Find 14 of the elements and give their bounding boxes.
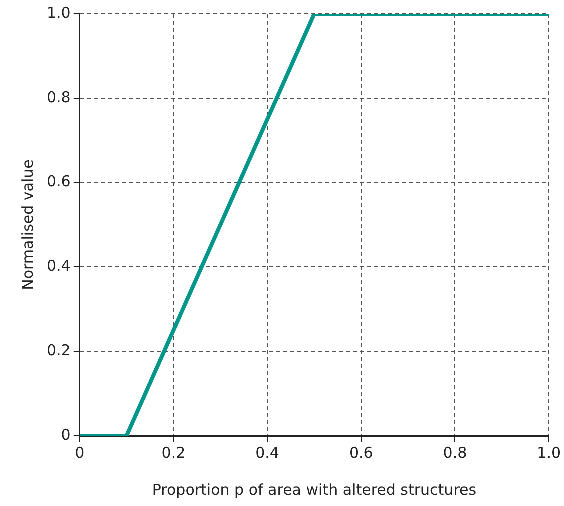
x-tick-label: 0	[75, 444, 85, 462]
x-tick-label: 0.8	[443, 444, 468, 462]
y-tick-label: 0.2	[46, 341, 71, 360]
y-axis-title: Normalised value	[18, 160, 37, 290]
y-tick-label: 0.6	[46, 172, 71, 191]
y-tick-label: 0.8	[46, 88, 71, 106]
y-tick-label: 0	[61, 426, 71, 444]
y-tick-label: 1.0	[46, 4, 71, 22]
y-tick-label: 0.4	[46, 257, 71, 276]
x-tick-label: 1.0	[537, 444, 561, 462]
x-axis-title: Proportion p of area with altered structures	[152, 480, 477, 499]
x-tick-label: 0.2	[162, 444, 186, 462]
x-tick-label: 0.4	[256, 444, 280, 462]
x-tick-label: 0.6	[349, 444, 374, 462]
